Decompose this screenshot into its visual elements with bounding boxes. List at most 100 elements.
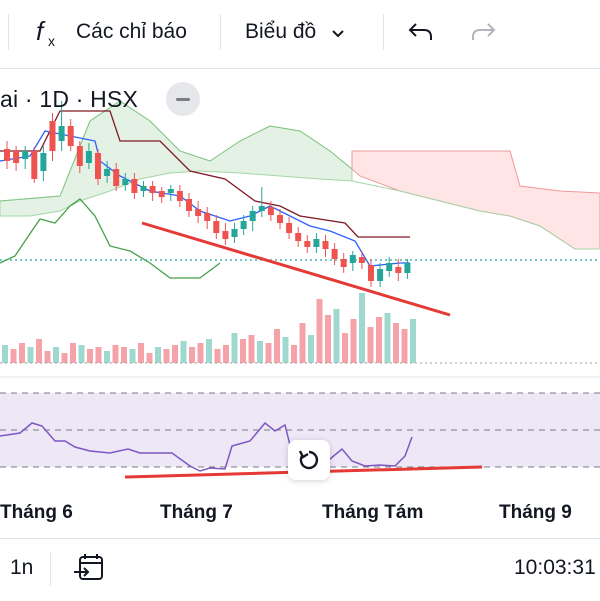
candle-body — [131, 179, 138, 193]
volume-bar — [87, 349, 93, 363]
candle-body — [195, 209, 202, 216]
candle-body — [40, 153, 47, 171]
volume-bar — [223, 345, 229, 363]
volume-bar — [384, 313, 391, 363]
svg-text:x: x — [48, 33, 55, 48]
x-axis-label: Tháng 9 — [499, 502, 572, 523]
volume-bar — [274, 329, 280, 363]
candle-body — [377, 269, 384, 281]
volume-bar — [129, 349, 136, 363]
volume-bar — [163, 349, 170, 363]
volume-bar — [333, 309, 340, 363]
toolbar-divider — [220, 14, 221, 50]
symbol-legend[interactable]: ai · 1D · HSX — [0, 86, 139, 112]
candle-body — [204, 213, 211, 221]
volume-bar — [325, 315, 331, 363]
volume-bar — [112, 345, 119, 363]
toolbar-divider — [383, 14, 384, 50]
lagging-span-line — [0, 198, 221, 279]
volume-bar — [78, 345, 85, 363]
volume-bar — [155, 347, 161, 363]
volume-bar — [376, 317, 382, 363]
volume-bar — [257, 341, 263, 363]
candle-body — [395, 267, 402, 273]
candle-body — [213, 221, 220, 233]
candle-body — [149, 186, 156, 193]
volume-bar — [308, 335, 314, 363]
bottom-divider — [50, 552, 51, 586]
volume-bar — [138, 343, 144, 363]
calendar-goto-icon[interactable] — [72, 552, 106, 586]
candle-body — [368, 265, 374, 281]
candle-body — [58, 126, 65, 141]
candle-body — [113, 169, 120, 186]
candle-body — [258, 206, 265, 211]
volume-bar — [44, 351, 51, 363]
chart-type-dropdown[interactable]: Biểu đồ — [245, 0, 346, 64]
kijun-line — [0, 110, 410, 238]
ichimoku-cloud-bearish — [351, 150, 600, 250]
candle-body — [340, 259, 347, 267]
volume-bar — [231, 333, 238, 363]
minus-icon — [176, 97, 190, 101]
svg-text:f: f — [36, 16, 46, 46]
redo-arrow-icon — [470, 21, 496, 43]
volume-bar — [401, 329, 408, 363]
volume-bar — [265, 343, 272, 363]
candle-body — [22, 151, 29, 159]
volume-bar — [342, 333, 348, 363]
x-axis-label: Tháng 6 — [0, 502, 73, 523]
candle-body — [85, 151, 92, 163]
volume-bar — [197, 343, 204, 363]
clock-display: 10:03:31 — [514, 556, 596, 579]
volume-bar — [240, 339, 246, 363]
bottom-toolbar — [0, 538, 600, 601]
volume-bar — [19, 343, 25, 363]
candle-body — [322, 241, 329, 249]
volume-bar — [206, 339, 212, 363]
volume-bar — [299, 323, 306, 363]
candle-body — [158, 191, 165, 197]
chevron-down-icon — [330, 24, 346, 40]
candle-body — [104, 169, 111, 176]
volume-bar — [248, 335, 255, 363]
volume-bar — [121, 347, 127, 363]
candle-body — [176, 191, 183, 201]
volume-bar — [27, 347, 34, 363]
volume-bar — [2, 345, 8, 363]
volume-bar — [316, 299, 323, 363]
volume-bar — [61, 353, 68, 363]
toolbar-divider — [8, 14, 9, 50]
volume-bar — [189, 347, 195, 363]
volume-bars-group — [2, 293, 416, 363]
volume-bar — [104, 351, 110, 363]
collapse-legend-button[interactable] — [166, 82, 200, 116]
candlesticks-group — [4, 101, 411, 287]
price-trendline — [141, 221, 451, 317]
candle-body — [386, 263, 393, 271]
candle-body — [404, 263, 411, 273]
volume-bar — [146, 353, 153, 363]
candle-body — [277, 215, 283, 223]
volume-bar — [393, 323, 399, 363]
redo-button[interactable] — [470, 0, 496, 64]
reset-chart-button[interactable] — [288, 440, 330, 480]
interval-button[interactable]: 1n — [10, 556, 34, 579]
candle-body — [122, 179, 129, 185]
undo-button[interactable] — [408, 0, 434, 64]
volume-bar — [172, 345, 178, 363]
volume-bar — [36, 339, 42, 363]
candle-body — [186, 199, 192, 211]
candle-body — [304, 241, 311, 247]
volume-bar — [70, 343, 76, 363]
candle-body — [4, 149, 10, 161]
volume-bar — [282, 337, 289, 363]
candle-body — [358, 257, 365, 263]
reset-rotate-icon — [297, 448, 321, 472]
volume-bar — [359, 293, 365, 363]
candle-body — [231, 229, 238, 237]
indicators-label: Các chỉ báo — [76, 20, 187, 43]
